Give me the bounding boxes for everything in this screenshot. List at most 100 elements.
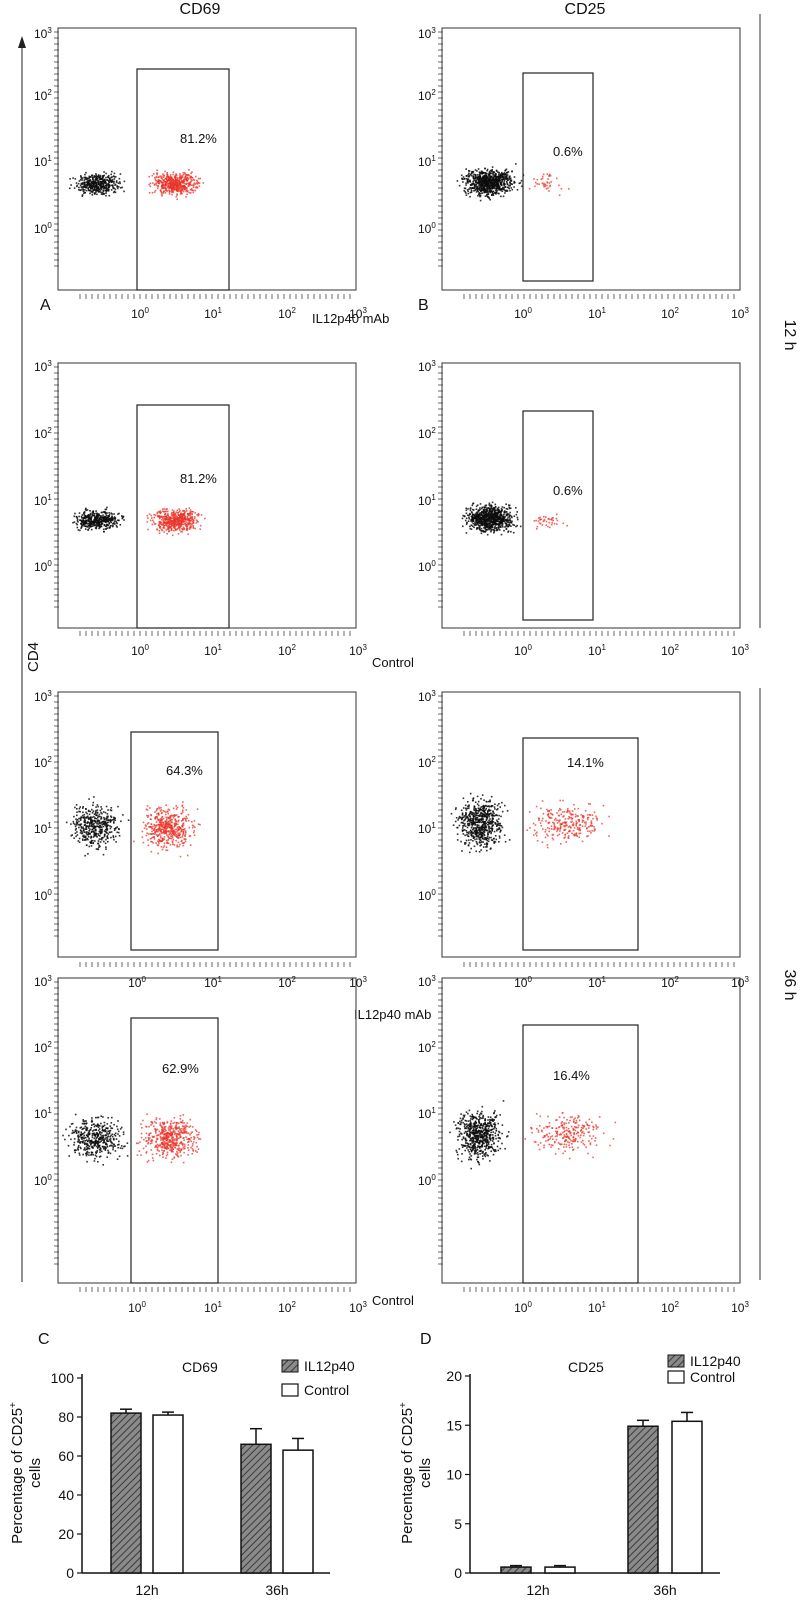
- event-dot: [475, 505, 478, 508]
- event-dot: [496, 828, 498, 830]
- event-dot: [494, 512, 497, 515]
- event-dot-gated: [174, 188, 176, 190]
- event-dot-gated: [159, 827, 161, 830]
- event-dot: [102, 182, 105, 184]
- event-dot-gated: [543, 185, 545, 188]
- event-dot-gated: [160, 830, 162, 833]
- event-dot-gated: [176, 198, 178, 201]
- event-dot: [471, 508, 474, 511]
- event-dot: [78, 189, 80, 191]
- event-dot: [472, 502, 475, 505]
- event-dot: [458, 817, 460, 820]
- event-dot: [85, 509, 87, 512]
- event-dot: [494, 187, 496, 190]
- event-dot: [493, 519, 496, 522]
- event-dot-gated: [182, 830, 185, 833]
- event-dot: [493, 523, 495, 525]
- event-dot-gated: [158, 821, 161, 824]
- event-dot-gated: [196, 808, 199, 810]
- event-dot: [103, 524, 106, 527]
- event-dot-gated: [163, 832, 166, 834]
- event-dot: [84, 173, 86, 176]
- event-dot: [86, 812, 88, 815]
- event-dot: [106, 825, 108, 828]
- event-dot: [105, 846, 107, 848]
- event-dot: [92, 801, 95, 804]
- event-dot: [495, 176, 498, 178]
- event-dot-gated: [152, 182, 154, 184]
- event-dot: [78, 820, 80, 823]
- event-dot-gated: [177, 181, 179, 184]
- event-dot: [89, 510, 91, 512]
- event-dot: [112, 835, 114, 837]
- event-dot: [482, 189, 485, 191]
- event-dot: [488, 510, 491, 512]
- event-dot-gated: [162, 826, 165, 829]
- event-dot: [102, 184, 105, 186]
- event-dot-gated: [186, 529, 189, 531]
- event-dot: [87, 836, 90, 838]
- event-dot: [464, 804, 467, 807]
- event-dot: [463, 816, 465, 818]
- event-dot: [91, 514, 94, 516]
- event-dot: [77, 521, 79, 523]
- event-dot: [483, 531, 485, 533]
- event-dot-gated: [160, 515, 163, 518]
- event-dot: [90, 190, 92, 193]
- event-dot: [110, 512, 112, 514]
- event-dot-gated: [164, 517, 166, 520]
- event-dot: [479, 844, 481, 847]
- event-dot-gated: [152, 832, 154, 835]
- event-dot-gated: [156, 817, 158, 819]
- event-dot: [460, 174, 463, 177]
- event-dot: [98, 524, 100, 526]
- event-dot: [465, 184, 467, 186]
- event-dot: [500, 183, 503, 186]
- event-dot: [94, 812, 97, 815]
- event-dot: [484, 821, 486, 824]
- event-dot: [492, 814, 494, 817]
- event-dot: [82, 523, 85, 526]
- event-dot-gated: [160, 845, 163, 848]
- time-label-12h: 12 h: [781, 319, 798, 350]
- event-dot-gated: [162, 184, 164, 187]
- event-dot-gated: [163, 845, 166, 847]
- event-dot-gated: [549, 518, 551, 521]
- event-dot: [494, 182, 496, 184]
- event-dot: [497, 192, 499, 195]
- event-dot-gated: [150, 837, 153, 839]
- event-dot: [483, 513, 485, 515]
- event-dot: [118, 177, 121, 180]
- event-dot-gated: [186, 518, 189, 521]
- event-dot: [113, 827, 116, 830]
- event-dot-gated: [171, 191, 173, 193]
- event-dot: [85, 189, 88, 192]
- event-dot: [127, 819, 130, 821]
- event-dot-gated: [160, 521, 162, 524]
- event-dot: [503, 180, 506, 182]
- event-dot: [463, 819, 465, 822]
- event-dot: [495, 188, 498, 191]
- event-dot-gated: [535, 519, 537, 522]
- event-dot: [101, 828, 103, 831]
- event-dot: [473, 514, 475, 516]
- event-dot: [468, 516, 470, 519]
- event-dot: [117, 805, 119, 808]
- event-dot: [481, 507, 483, 510]
- event-dot-gated: [175, 179, 177, 182]
- event-dot: [472, 832, 474, 835]
- event-dot: [475, 833, 477, 835]
- event-dot: [97, 816, 99, 819]
- row-label-il12p40-36h: IL12p40 mAb: [354, 1007, 431, 1022]
- event-dot: [108, 522, 111, 524]
- event-dot-gated: [166, 533, 168, 535]
- event-dot: [495, 511, 498, 514]
- event-dot: [491, 516, 494, 518]
- event-dot: [483, 831, 486, 834]
- event-dot: [470, 811, 472, 813]
- event-dot: [86, 822, 88, 825]
- event-dot-gated: [187, 813, 190, 816]
- event-dot: [97, 834, 100, 837]
- event-dot: [482, 515, 484, 517]
- event-dot: [497, 171, 499, 173]
